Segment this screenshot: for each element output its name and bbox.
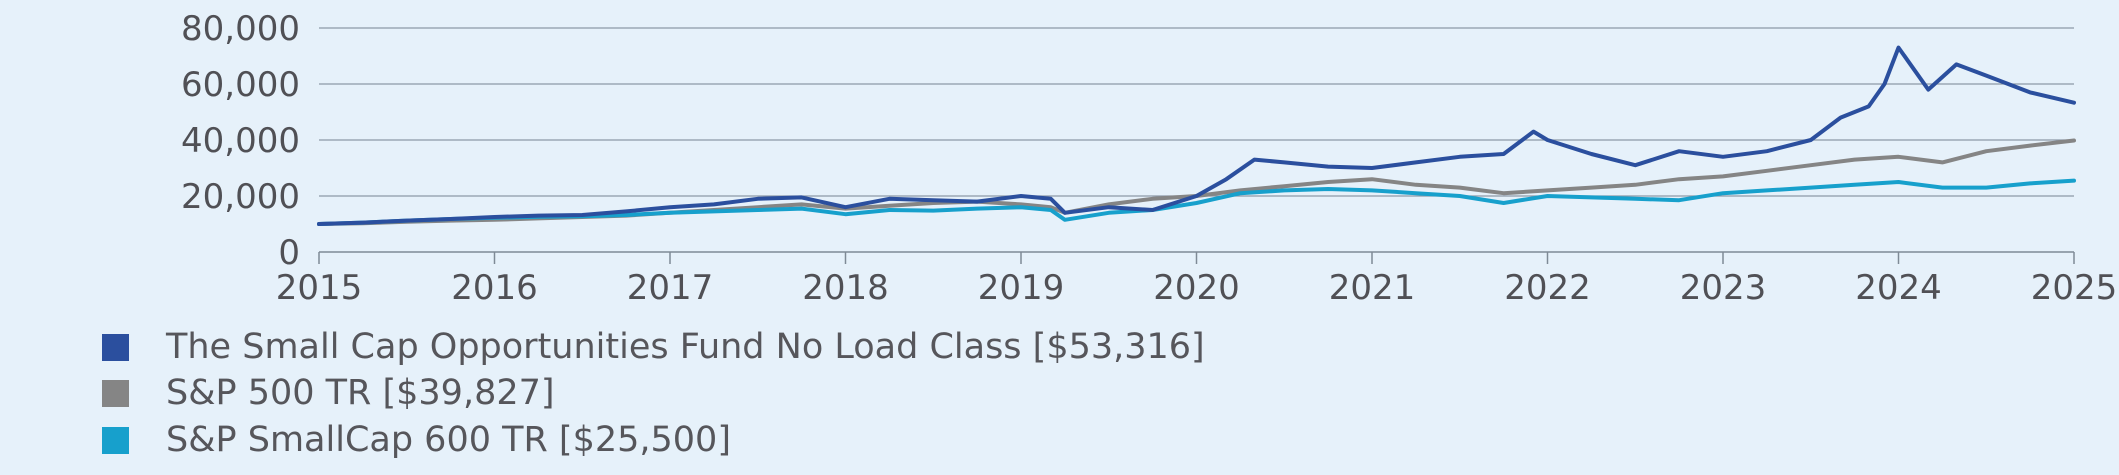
y-tick-label: 20,000	[181, 177, 300, 217]
legend-item-sp600: S&P SmallCap 600 TR [$25,500]	[102, 420, 731, 460]
series-lines	[317, 45, 2076, 226]
series-line-fund	[317, 45, 2076, 226]
x-tick-label: 2015	[276, 268, 363, 308]
x-tick-label: 2022	[1504, 268, 1591, 308]
x-tick-label: 2021	[1329, 268, 1416, 308]
legend-item-sp500: S&P 500 TR [$39,827]	[102, 373, 555, 413]
x-tick-label: 2025	[2031, 268, 2118, 308]
y-tick-label: 60,000	[181, 65, 300, 105]
series-line-sp500	[317, 138, 2076, 226]
x-tick-label: 2023	[1680, 268, 1767, 308]
y-tick-label: 0	[278, 233, 300, 273]
gridlines	[319, 27, 2074, 197]
legend-label-sp600: S&P SmallCap 600 TR [$25,500]	[166, 420, 731, 460]
legend-swatch-sp600	[102, 426, 129, 454]
x-tick-label: 2024	[1855, 268, 1942, 308]
x-tick-label: 2018	[802, 268, 889, 308]
y-tick-label: 40,000	[181, 121, 300, 161]
y-tick-label: 80,000	[181, 9, 300, 49]
legend-swatch-fund	[102, 333, 129, 361]
y-axis: 0 20,000 40,000 60,000 80,000	[181, 9, 300, 273]
x-axis: 2015 2016 2017 2018 2019 2020 2021 2022 2023 2024…	[276, 251, 2118, 308]
x-tick-label: 2016	[451, 268, 538, 308]
legend-label-sp500: S&P 500 TR [$39,827]	[166, 373, 555, 413]
x-tick-label: 2017	[627, 268, 714, 308]
legend-item-fund: The Small Cap Opportunities Fund No Load…	[102, 327, 1205, 367]
series-line-sp600	[317, 178, 2076, 226]
x-tick-label: 2019	[978, 268, 1065, 308]
x-tick-label: 2020	[1153, 268, 1240, 308]
legend-swatch-sp500	[102, 379, 129, 407]
legend-label-fund: The Small Cap Opportunities Fund No Load…	[166, 327, 1205, 367]
